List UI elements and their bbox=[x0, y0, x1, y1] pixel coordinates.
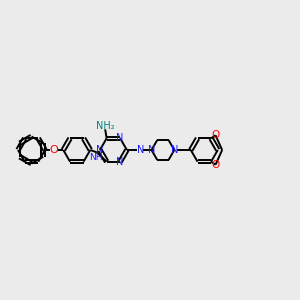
Text: N: N bbox=[171, 145, 178, 155]
Text: O: O bbox=[212, 160, 220, 170]
Text: NH₂: NH₂ bbox=[96, 121, 115, 131]
Text: N: N bbox=[116, 133, 124, 143]
Text: NH: NH bbox=[90, 153, 103, 162]
Text: O: O bbox=[212, 130, 220, 140]
Text: O: O bbox=[49, 145, 58, 155]
Text: N: N bbox=[148, 145, 155, 155]
Text: N: N bbox=[137, 145, 144, 155]
Text: N: N bbox=[96, 145, 103, 155]
Text: N: N bbox=[116, 157, 124, 167]
